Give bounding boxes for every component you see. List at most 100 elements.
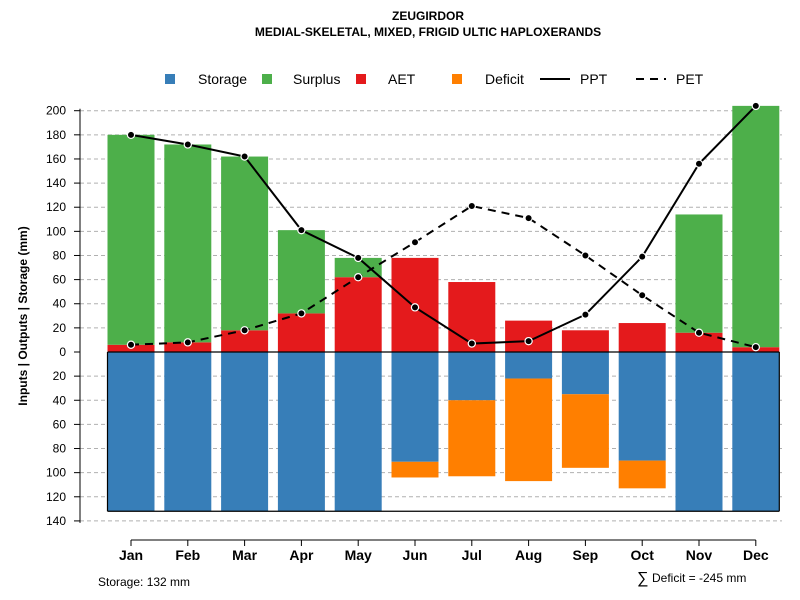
bar-storage-sep	[561, 352, 609, 395]
bar-aet-oct	[618, 323, 666, 352]
legend-swatch-storage	[165, 74, 175, 84]
point-ppt-jun	[410, 303, 420, 312]
y-tick-label-neg-60: 60	[53, 417, 67, 431]
point-pet-jan	[126, 340, 136, 349]
x-tick-label-dec: Dec	[743, 547, 769, 563]
bar-storage-dec	[732, 352, 780, 512]
legend-label-aet: AET	[388, 71, 416, 87]
bar-storage-aug	[505, 352, 553, 379]
bar-aet-may	[334, 277, 382, 352]
legend-swatch-deficit	[452, 74, 462, 84]
bar-storage-mar	[221, 352, 269, 512]
x-tick-label-jun: Jun	[403, 547, 428, 563]
point-ppt-oct	[638, 252, 647, 261]
y-tick-label-pos-80: 80	[53, 248, 67, 262]
point-ppt-dec	[751, 101, 761, 111]
y-tick-label-neg-100: 100	[46, 466, 66, 480]
bar-surplus-dec	[732, 105, 780, 348]
x-tick-label-sep: Sep	[573, 547, 599, 563]
y-tick-label-pos-120: 120	[46, 200, 66, 214]
x-tick-label-jan: Jan	[119, 547, 143, 563]
y-tick-label-pos-140: 140	[46, 176, 66, 190]
bar-storage-jan	[107, 352, 155, 512]
bar-surplus-apr	[277, 230, 325, 314]
bar-storage-jul	[448, 352, 496, 401]
x-tick-label-apr: Apr	[289, 547, 314, 563]
storage-annotation: Storage: 132 mm	[98, 575, 190, 589]
bar-aet-nov	[675, 332, 723, 352]
bar-deficit-jun	[391, 461, 439, 478]
point-ppt-feb	[183, 140, 192, 149]
x-tick-label-jul: Jul	[462, 547, 482, 563]
bar-storage-may	[334, 352, 382, 512]
bar-storage-nov	[675, 352, 723, 512]
y-tick-label-pos-40: 40	[53, 297, 67, 311]
y-tick-label-neg-120: 120	[46, 490, 66, 504]
legend-swatch-surplus	[262, 74, 272, 84]
x-tick-label-mar: Mar	[232, 547, 257, 563]
chart-title: ZEUGIRDOR	[392, 9, 464, 23]
deficit-annotation: Deficit = -245 mm	[652, 571, 746, 585]
point-ppt-nov	[694, 159, 704, 168]
chart-subtitle: MEDIAL-SKELETAL, MIXED, FRIGID ULTIC HAP…	[255, 25, 601, 39]
legend-swatch-aet	[356, 74, 366, 84]
bar-aet-apr	[277, 313, 325, 352]
bar-aet-aug	[505, 320, 553, 352]
line-ppt	[130, 105, 757, 345]
point-ppt-apr	[297, 225, 306, 235]
point-pet-nov	[694, 328, 704, 337]
y-tick-label-pos-160: 160	[46, 152, 66, 166]
point-ppt-jul	[467, 339, 476, 348]
point-pet-feb	[183, 338, 192, 347]
point-pet-jul	[467, 201, 476, 211]
bar-storage-oct	[618, 352, 666, 461]
legend-label-pet: PET	[676, 71, 704, 87]
y-tick-label-neg-20: 20	[53, 369, 67, 383]
x-tick-label-nov: Nov	[686, 547, 713, 563]
y-tick-label-pos-200: 200	[46, 104, 66, 118]
y-tick-label-pos-100: 100	[46, 224, 66, 238]
bar-storage-jun	[391, 352, 439, 462]
legend-label-storage: Storage	[198, 71, 247, 87]
x-tick-label-feb: Feb	[175, 547, 200, 563]
point-pet-may	[354, 272, 363, 282]
bar-deficit-oct	[618, 460, 666, 489]
y-tick-label-neg-40: 40	[53, 393, 67, 407]
point-ppt-aug	[524, 336, 533, 346]
y-tick-label-pos-60: 60	[53, 273, 67, 287]
axes: 0 20 40 60 80 100 120 140 160 180 200 20 40 60 80 100 12…	[46, 104, 769, 563]
y-tick-label-pos-0: 0	[59, 345, 66, 359]
point-pet-oct	[638, 291, 647, 300]
bars	[106, 105, 780, 512]
bar-deficit-sep	[561, 394, 609, 468]
deficit-sum-icon: ∑	[637, 570, 648, 587]
legend-label-surplus: Surplus	[293, 71, 340, 87]
bar-storage-feb	[164, 352, 212, 512]
point-pet-aug	[524, 213, 533, 223]
bar-aet-mar	[221, 330, 269, 352]
bar-deficit-jul	[448, 400, 496, 477]
y-axis-title: Inputs | Outputs | Storage (mm)	[16, 226, 30, 405]
point-ppt-mar	[240, 152, 249, 161]
bar-surplus-mar	[221, 156, 269, 331]
bar-surplus-jan	[107, 134, 155, 345]
bar-surplus-feb	[164, 144, 212, 343]
y-tick-label-pos-20: 20	[53, 321, 67, 335]
x-tick-label-aug: Aug	[515, 547, 542, 563]
x-tick-label-may: May	[345, 547, 372, 563]
legend-label-deficit: Deficit	[485, 71, 524, 87]
point-ppt-sep	[581, 310, 590, 319]
y-tick-label-pos-180: 180	[46, 128, 66, 142]
bar-surplus-nov	[675, 214, 723, 333]
legend-label-ppt: PPT	[580, 71, 608, 87]
legend: Storage Surplus AET Deficit PPT PET	[165, 71, 704, 87]
bar-surplus-may	[334, 257, 382, 278]
bar-deficit-aug	[505, 378, 553, 482]
point-pet-jun	[410, 238, 420, 247]
bar-storage-apr	[277, 352, 325, 512]
point-ppt-may	[354, 253, 363, 263]
y-tick-label-neg-140: 140	[46, 514, 66, 528]
y-tick-label-neg-80: 80	[53, 442, 67, 456]
x-tick-label-oct: Oct	[631, 547, 655, 563]
